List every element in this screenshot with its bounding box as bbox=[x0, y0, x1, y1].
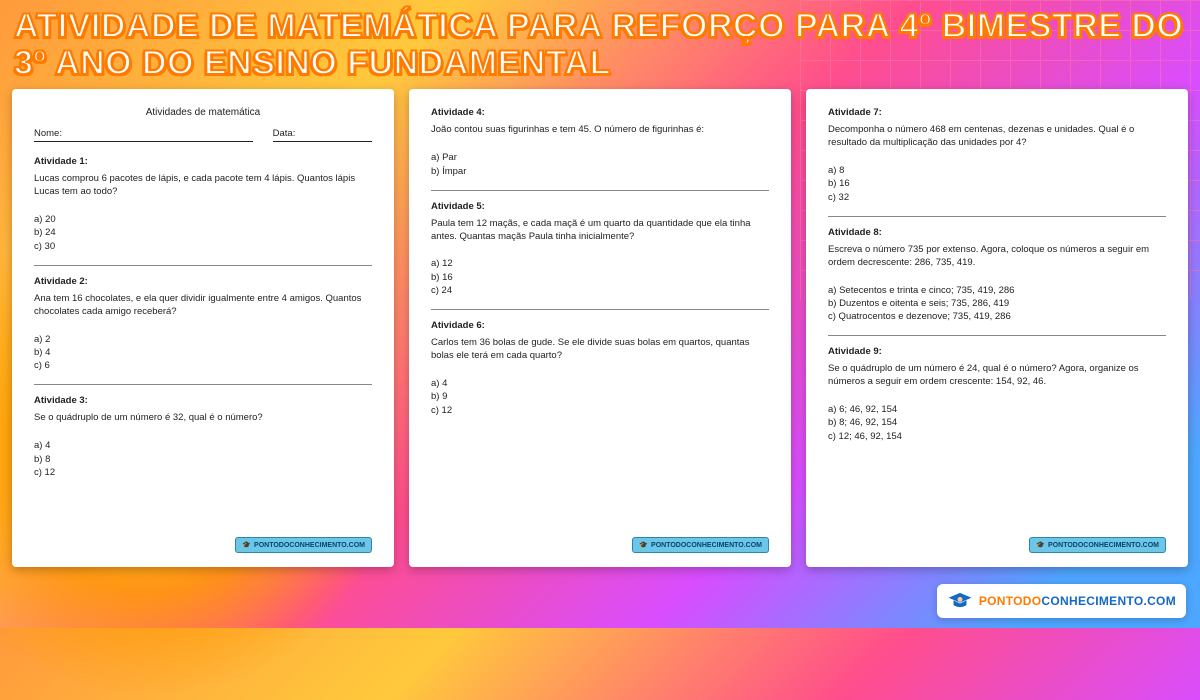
activity-options: a) 4 b) 9 c) 12 bbox=[431, 377, 769, 417]
activity-title: Atividade 4: bbox=[431, 107, 769, 118]
logo-part-1: PONTODO bbox=[979, 594, 1042, 608]
pages-row: Atividades de matemática Nome: Data: Ati… bbox=[0, 81, 1200, 567]
option-a: a) 4 bbox=[34, 439, 372, 452]
activity-question: Carlos tem 36 bolas de gude. Se ele divi… bbox=[431, 337, 769, 363]
option-c: c) Quatrocentos e dezenove; 735, 419, 28… bbox=[828, 310, 1166, 323]
option-b: b) 16 bbox=[431, 271, 769, 284]
option-a: a) 4 bbox=[431, 377, 769, 390]
activity-title: Atividade 9: bbox=[828, 346, 1166, 357]
name-date-row: Nome: Data: bbox=[34, 128, 372, 142]
activity-9: Atividade 9: Se o quádruplo de um número… bbox=[828, 346, 1166, 443]
activity-question: João contou suas figurinhas e tem 45. O … bbox=[431, 124, 769, 137]
main-title: ATIVIDADE DE MATEMÁTICA PARA REFORÇO PAR… bbox=[0, 0, 1200, 81]
stamp-text: PONTODOCONHECIMENTO.COM bbox=[254, 542, 365, 549]
option-b: b) Duzentos e oitenta e seis; 735, 286, … bbox=[828, 297, 1166, 310]
option-c: c) 12 bbox=[431, 404, 769, 417]
graduation-icon: 🎓 bbox=[242, 541, 251, 549]
activity-title: Atividade 5: bbox=[431, 201, 769, 212]
activity-question: Se o quádruplo de um número é 24, qual é… bbox=[828, 363, 1166, 389]
activity-8: Atividade 8: Escreva o número 735 por ex… bbox=[828, 227, 1166, 324]
date-field: Data: bbox=[273, 128, 372, 142]
option-c: c) 24 bbox=[431, 284, 769, 297]
option-c: c) 12 bbox=[34, 466, 372, 479]
option-b: b) 8 bbox=[34, 453, 372, 466]
activity-title: Atividade 8: bbox=[828, 227, 1166, 238]
activity-options: a) Par b) Ímpar bbox=[431, 151, 769, 178]
separator bbox=[431, 190, 769, 191]
activity-title: Atividade 2: bbox=[34, 276, 372, 287]
activity-options: a) 8 b) 16 c) 32 bbox=[828, 164, 1166, 204]
activity-4: Atividade 4: João contou suas figurinhas… bbox=[431, 107, 769, 177]
activity-options: a) 2 b) 4 c) 6 bbox=[34, 333, 372, 373]
activity-6: Atividade 6: Carlos tem 36 bolas de gude… bbox=[431, 320, 769, 417]
activity-1: Atividade 1: Lucas comprou 6 pacotes de … bbox=[34, 156, 372, 253]
option-a: a) 12 bbox=[431, 257, 769, 270]
option-c: c) 12; 46, 92, 154 bbox=[828, 430, 1166, 443]
activity-options: a) 12 b) 16 c) 24 bbox=[431, 257, 769, 297]
worksheet-page-1: Atividades de matemática Nome: Data: Ati… bbox=[12, 89, 394, 567]
footer-stamp: 🎓 PONTODOCONHECIMENTO.COM bbox=[1029, 537, 1166, 553]
option-a: a) 20 bbox=[34, 213, 372, 226]
activity-question: Lucas comprou 6 pacotes de lápis, e cada… bbox=[34, 173, 372, 199]
worksheet-header: Atividades de matemática bbox=[34, 107, 372, 118]
option-a: a) 6; 46, 92, 154 bbox=[828, 403, 1166, 416]
option-b: b) 9 bbox=[431, 390, 769, 403]
activity-options: a) 20 b) 24 c) 30 bbox=[34, 213, 372, 253]
option-b: b) 4 bbox=[34, 346, 372, 359]
activity-title: Atividade 6: bbox=[431, 320, 769, 331]
activity-5: Atividade 5: Paula tem 12 maçãs, e cada … bbox=[431, 201, 769, 298]
footer-stamp: 🎓 PONTODOCONHECIMENTO.COM bbox=[632, 537, 769, 553]
footer-stamp: 🎓 PONTODOCONHECIMENTO.COM bbox=[235, 537, 372, 553]
option-b: b) 24 bbox=[34, 226, 372, 239]
option-a: a) Par bbox=[431, 151, 769, 164]
option-b: b) 8; 46, 92, 154 bbox=[828, 416, 1166, 429]
separator bbox=[828, 335, 1166, 336]
activity-question: Ana tem 16 chocolates, e ela quer dividi… bbox=[34, 293, 372, 319]
activity-question: Decomponha o número 468 em centenas, dez… bbox=[828, 124, 1166, 150]
site-logo: PONTODOCONHECIMENTO.COM bbox=[937, 584, 1186, 618]
activity-options: a) 4 b) 8 c) 12 bbox=[34, 439, 372, 479]
logo-text: PONTODOCONHECIMENTO.COM bbox=[979, 594, 1176, 608]
activity-options: a) Setecentos e trinta e cinco; 735, 419… bbox=[828, 284, 1166, 324]
activity-title: Atividade 7: bbox=[828, 107, 1166, 118]
activity-question: Se o quádruplo de um número é 32, qual é… bbox=[34, 412, 372, 425]
name-field: Nome: bbox=[34, 128, 253, 142]
option-a: a) 2 bbox=[34, 333, 372, 346]
graduation-icon: 🎓 bbox=[1036, 541, 1045, 549]
activity-2: Atividade 2: Ana tem 16 chocolates, e el… bbox=[34, 276, 372, 373]
logo-part-2: CONHECIMENTO.COM bbox=[1041, 594, 1176, 608]
activity-3: Atividade 3: Se o quádruplo de um número… bbox=[34, 395, 372, 479]
separator bbox=[34, 384, 372, 385]
stamp-text: PONTODOCONHECIMENTO.COM bbox=[651, 542, 762, 549]
option-c: c) 32 bbox=[828, 191, 1166, 204]
graduation-icon: 🎓 bbox=[639, 541, 648, 549]
separator bbox=[431, 309, 769, 310]
option-c: c) 6 bbox=[34, 359, 372, 372]
option-a: a) 8 bbox=[828, 164, 1166, 177]
option-a: a) Setecentos e trinta e cinco; 735, 419… bbox=[828, 284, 1166, 297]
activity-question: Escreva o número 735 por extenso. Agora,… bbox=[828, 244, 1166, 270]
worksheet-page-3: Atividade 7: Decomponha o número 468 em … bbox=[806, 89, 1188, 567]
activity-7: Atividade 7: Decomponha o número 468 em … bbox=[828, 107, 1166, 204]
graduation-cap-icon bbox=[947, 590, 973, 612]
activity-title: Atividade 1: bbox=[34, 156, 372, 167]
stamp-text: PONTODOCONHECIMENTO.COM bbox=[1048, 542, 1159, 549]
option-b: b) 16 bbox=[828, 177, 1166, 190]
activity-question: Paula tem 12 maçãs, e cada maçã é um qua… bbox=[431, 218, 769, 244]
separator bbox=[34, 265, 372, 266]
activity-options: a) 6; 46, 92, 154 b) 8; 46, 92, 154 c) 1… bbox=[828, 403, 1166, 443]
worksheet-page-2: Atividade 4: João contou suas figurinhas… bbox=[409, 89, 791, 567]
activity-title: Atividade 3: bbox=[34, 395, 372, 406]
option-c: c) 30 bbox=[34, 240, 372, 253]
separator bbox=[828, 216, 1166, 217]
option-b: b) Ímpar bbox=[431, 165, 769, 178]
